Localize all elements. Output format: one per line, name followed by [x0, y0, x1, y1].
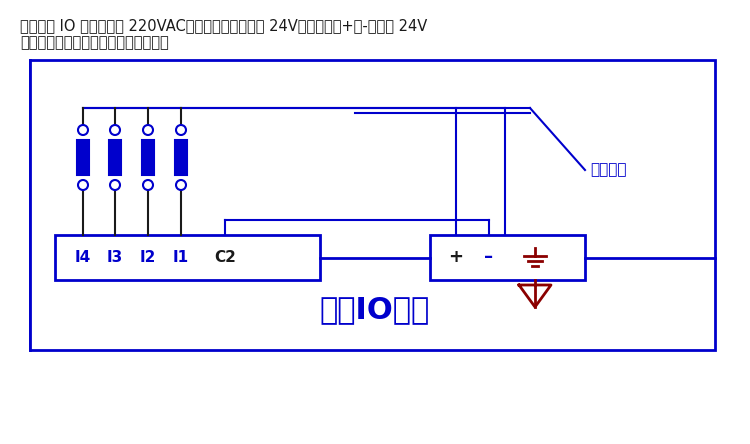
Bar — [68, 95, 538, 238]
Circle shape — [110, 180, 120, 190]
Bar — [175, 140, 187, 175]
Circle shape — [110, 125, 120, 135]
Circle shape — [78, 125, 88, 135]
Bar — [355, 105, 530, 230]
Text: I1: I1 — [173, 250, 189, 265]
Circle shape — [143, 125, 153, 135]
Circle shape — [78, 180, 88, 190]
Text: 如果无线 IO 模块供电是 220VAC，开关量输入通道是 24V，则可使用+、-端输出 24V: 如果无线 IO 模块供电是 220VAC，开关量输入通道是 24V，则可使用+、… — [20, 18, 427, 33]
Circle shape — [176, 125, 186, 135]
Text: I2: I2 — [140, 250, 156, 265]
Bar — [142, 140, 154, 175]
Text: 屏蔽电缆: 屏蔽电缆 — [590, 163, 626, 178]
Text: +: + — [448, 248, 464, 266]
Bar — [55, 235, 320, 280]
Text: C2: C2 — [214, 250, 236, 265]
Bar — [430, 235, 585, 280]
Text: I3: I3 — [106, 250, 123, 265]
Text: 无线IO模块: 无线IO模块 — [320, 296, 430, 325]
Bar — [30, 60, 715, 350]
Text: 直流给开关量输入通道供电，如下图：: 直流给开关量输入通道供电，如下图： — [20, 35, 169, 50]
Circle shape — [176, 180, 186, 190]
Text: –: – — [484, 248, 494, 266]
Bar — [109, 140, 121, 175]
Text: I4: I4 — [75, 250, 92, 265]
Circle shape — [143, 180, 153, 190]
Bar — [77, 140, 89, 175]
